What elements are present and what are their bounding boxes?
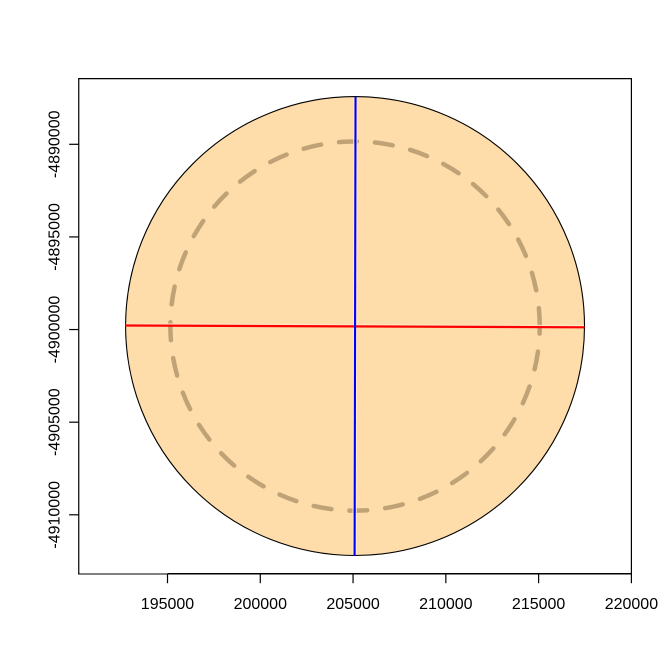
svg-text:205000: 205000 — [326, 596, 379, 613]
svg-text:215000: 215000 — [512, 596, 565, 613]
svg-text:195000: 195000 — [141, 596, 194, 613]
svg-text:-4905000: -4905000 — [47, 388, 64, 456]
svg-text:200000: 200000 — [234, 596, 287, 613]
svg-text:220000: 220000 — [605, 596, 658, 613]
svg-text:-4900000: -4900000 — [47, 296, 64, 364]
svg-text:-4890000: -4890000 — [47, 110, 64, 178]
svg-text:-4895000: -4895000 — [47, 203, 64, 271]
svg-text:210000: 210000 — [419, 596, 472, 613]
svg-text:-4910000: -4910000 — [47, 481, 64, 549]
